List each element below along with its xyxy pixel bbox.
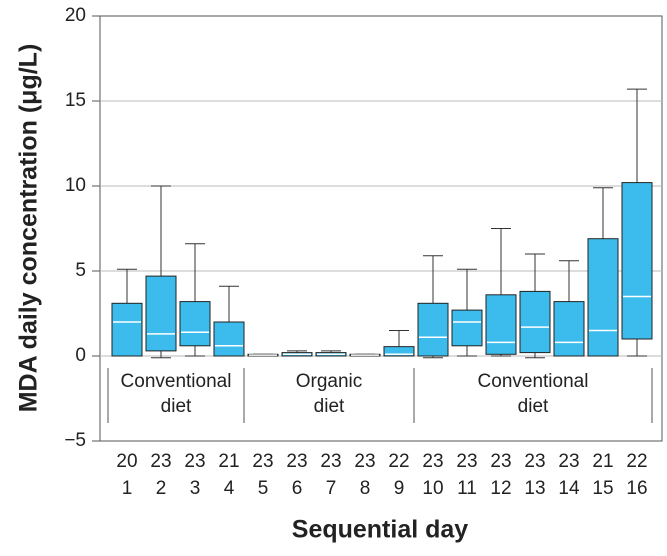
box	[213, 321, 245, 357]
box	[621, 182, 653, 340]
y-tick-label: 15	[65, 90, 86, 111]
x-tick-label: 8	[360, 478, 371, 499]
box	[587, 238, 619, 357]
x-tick-label: 13	[524, 478, 545, 499]
count-label: 23	[184, 451, 205, 472]
count-label: 22	[626, 451, 647, 472]
x-tick-label: 4	[224, 478, 235, 499]
x-tick-label: 3	[190, 478, 201, 499]
x-tick-label: 6	[292, 478, 303, 499]
x-tick-label: 10	[422, 478, 443, 499]
y-tick-label: 20	[65, 5, 86, 26]
count-label: 21	[592, 451, 613, 472]
count-label: 22	[388, 451, 409, 472]
count-label: 23	[558, 451, 579, 472]
box	[111, 302, 143, 357]
box	[451, 309, 483, 347]
count-label: 23	[320, 451, 341, 472]
group-label: diet	[518, 396, 549, 417]
count-label: 23	[354, 451, 375, 472]
box	[485, 294, 517, 355]
count-label: 23	[490, 451, 511, 472]
x-tick-label: 14	[558, 478, 580, 499]
y-tick-label: 0	[75, 345, 86, 366]
box	[145, 275, 177, 352]
x-tick-label: 16	[626, 478, 647, 499]
count-label: 23	[286, 451, 307, 472]
x-tick-label: 7	[326, 478, 337, 499]
box	[179, 301, 211, 347]
group-label: Conventional	[121, 371, 232, 392]
y-axis-label: MDA daily concentration (μg/L)	[15, 44, 43, 413]
y-tick-label: −5	[64, 430, 86, 451]
y-tick-label: 10	[65, 175, 86, 196]
box	[383, 346, 415, 357]
count-label: 23	[150, 451, 171, 472]
count-label: 23	[252, 451, 273, 472]
x-tick-label: 9	[394, 478, 405, 499]
x-tick-label: 11	[457, 478, 477, 499]
box	[417, 302, 449, 357]
count-label: 23	[524, 451, 545, 472]
count-label: 23	[456, 451, 477, 472]
box	[553, 301, 585, 357]
count-label: 21	[218, 451, 239, 472]
box	[519, 290, 551, 354]
group-label: Conventional	[478, 371, 589, 392]
count-label: 23	[422, 451, 443, 472]
x-tick-label: 1	[122, 478, 133, 499]
group-label: diet	[314, 396, 345, 417]
x-tick-label: 2	[156, 478, 167, 499]
x-tick-label: 12	[490, 478, 511, 499]
count-label: 20	[116, 451, 137, 472]
x-tick-label: 15	[592, 478, 613, 499]
group-label: diet	[161, 396, 192, 417]
x-tick-label: 5	[258, 478, 269, 499]
y-tick-label: 5	[75, 260, 86, 281]
group-label: Organic	[296, 371, 363, 392]
plot-frame	[99, 15, 663, 442]
x-axis-label: Sequential day	[292, 516, 469, 544]
